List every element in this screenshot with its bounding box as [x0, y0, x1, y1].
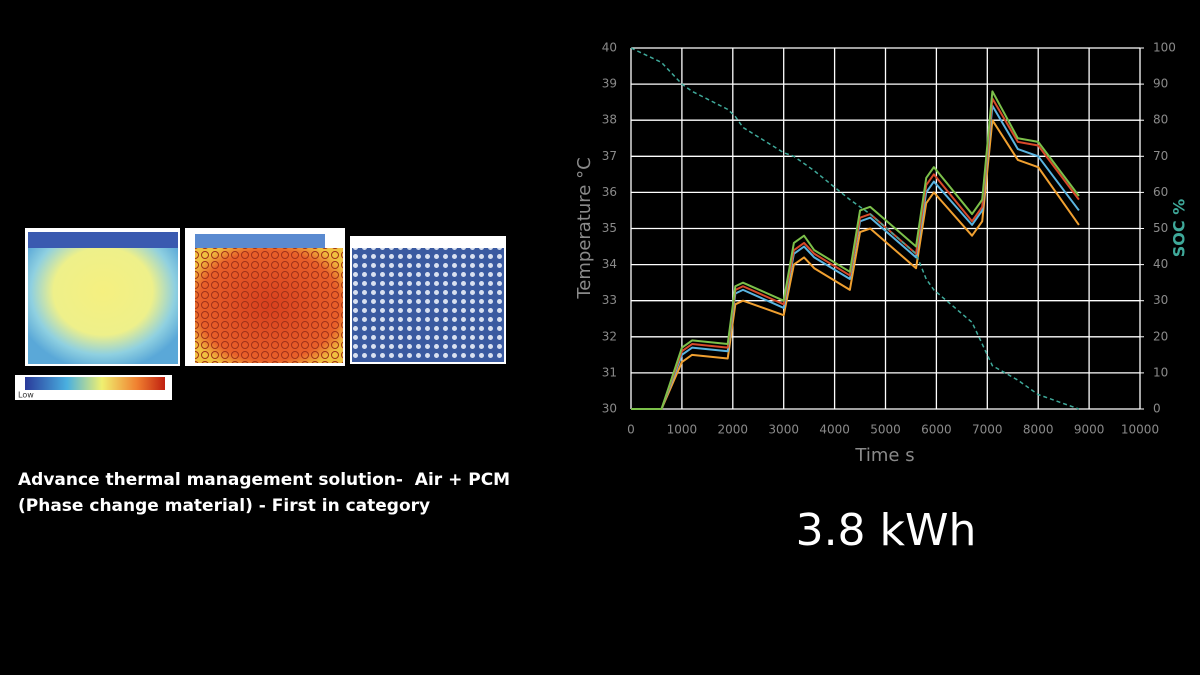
thermal-image-air	[28, 232, 178, 364]
y-tick-label: 31	[602, 365, 617, 379]
series-line	[631, 119, 1080, 410]
x-tick-label: 8000	[1023, 423, 1054, 437]
pcm-cells	[195, 248, 343, 363]
y2-tick-label: 90	[1153, 77, 1168, 91]
x-tick-label: 2000	[718, 423, 749, 437]
caption-line: Advance thermal management solution- Air…	[18, 470, 510, 490]
x-tick-label: 6000	[921, 423, 952, 437]
x-tick-label: 4000	[819, 423, 850, 437]
y-axis-label: Temperature °C	[574, 157, 595, 299]
y2-tick-label: 100	[1153, 41, 1176, 55]
y2-tick-label: 40	[1153, 257, 1168, 271]
x-tick-label: 1000	[667, 423, 698, 437]
y-tick-label: 32	[602, 329, 617, 343]
y2-tick-label: 10	[1153, 365, 1168, 379]
colorbar-label: Low	[18, 391, 34, 400]
y2-tick-label: 80	[1153, 113, 1168, 127]
x-axis-label: Time s	[854, 445, 914, 466]
y-tick-label: 40	[602, 41, 617, 55]
y2-tick-label: 30	[1153, 293, 1168, 307]
y2-tick-label: 0	[1153, 402, 1161, 416]
x-tick-label: 10000	[1121, 423, 1159, 437]
x-tick-label: 5000	[870, 423, 901, 437]
y-tick-label: 38	[602, 113, 617, 127]
y-tick-label: 33	[602, 293, 617, 307]
cell-mesh	[352, 248, 504, 362]
image-top	[195, 234, 325, 248]
series-line	[630, 47, 1080, 410]
y2-tick-label: 70	[1153, 149, 1168, 163]
series-line	[631, 90, 1080, 410]
caption-line: (Phase change material) - First in categ…	[18, 496, 430, 516]
y-tick-label: 30	[602, 402, 617, 416]
x-tick-label: 7000	[972, 423, 1003, 437]
y2-tick-label: 50	[1153, 221, 1168, 235]
y2-tick-label: 20	[1153, 329, 1168, 343]
capacity-label: 3.8 kWh	[796, 505, 977, 556]
y2-axis-label: SOC %	[1170, 199, 1189, 257]
x-tick-label: 3000	[768, 423, 799, 437]
colorbar	[25, 377, 165, 390]
x-tick-label: 9000	[1074, 423, 1105, 437]
x-tick-label: 0	[627, 423, 635, 437]
y-tick-label: 39	[602, 77, 617, 91]
y-tick-label: 35	[602, 221, 617, 235]
y-tick-label: 34	[602, 257, 617, 271]
y-tick-label: 36	[602, 185, 617, 199]
image-top	[28, 232, 178, 248]
y-tick-label: 37	[602, 149, 617, 163]
y2-tick-label: 60	[1153, 185, 1168, 199]
thermal-images: Low	[15, 228, 506, 400]
